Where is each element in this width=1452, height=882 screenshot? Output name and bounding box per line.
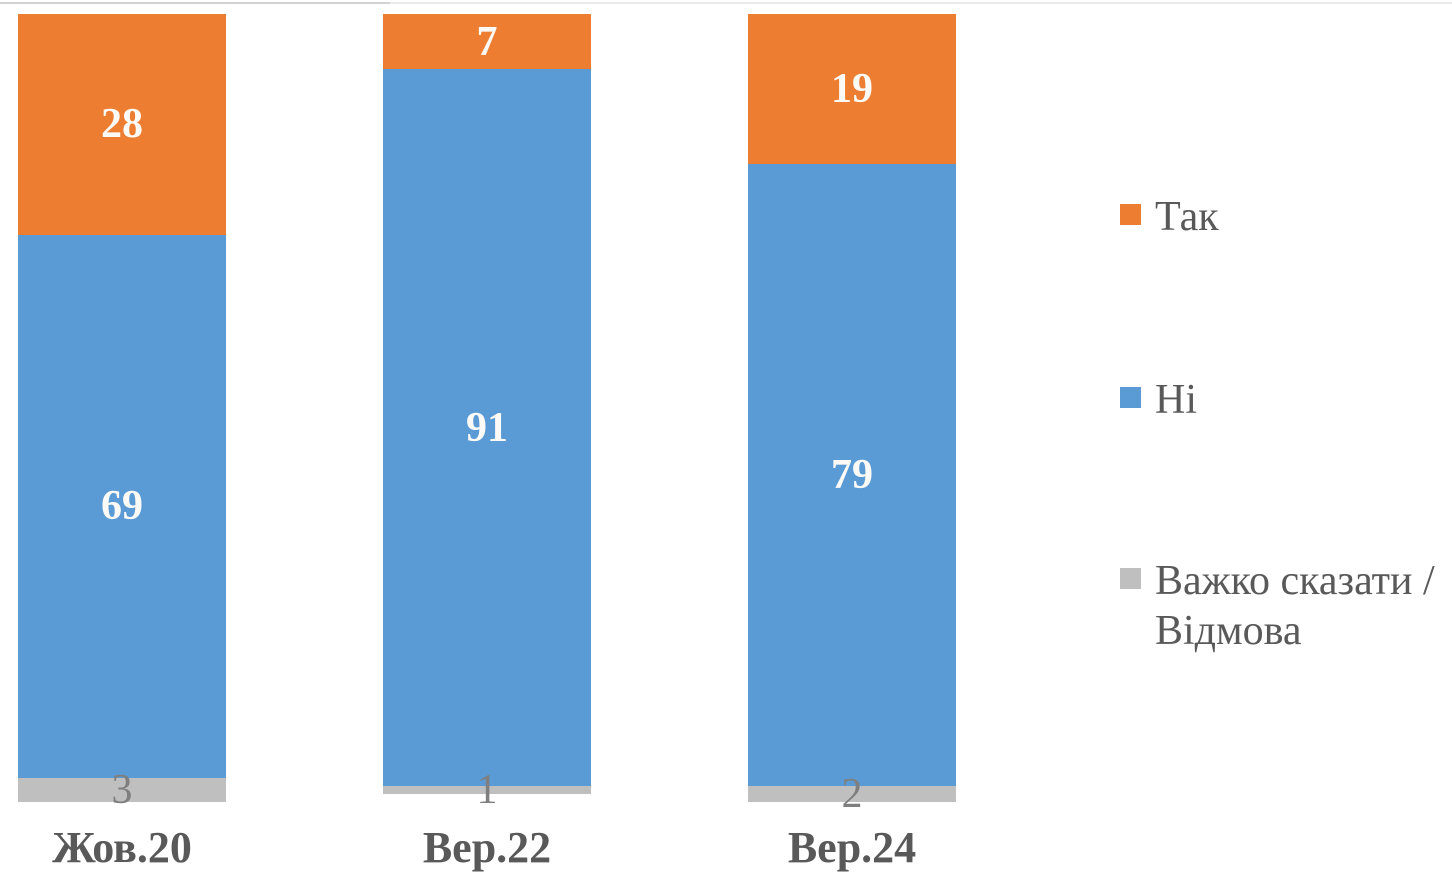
legend-item-vazhko: Важко сказати / Відмова — [1120, 556, 1450, 656]
bar-value-label: 28 — [101, 101, 143, 148]
legend-label-vazhko: Важко сказати / Відмова — [1155, 558, 1435, 654]
bar-segment-vazhko: 1 — [383, 769, 591, 811]
legend-label-ni: Ні — [1155, 377, 1197, 423]
bar-value-label: 19 — [831, 65, 873, 112]
legend-swatch-vazhko-icon — [1120, 568, 1141, 589]
chart-top-border — [0, 2, 1452, 4]
legend-item-ni: Ні — [1120, 375, 1197, 425]
bar-value-label: 91 — [466, 404, 508, 451]
plot-area: 28 69 3 7 91 1 19 — [0, 14, 1040, 815]
legend-swatch-ni-icon — [1120, 387, 1141, 408]
category-label-zhov20: Жов.20 — [52, 823, 192, 872]
bar-value-label: 1 — [476, 767, 498, 814]
bar-value-label: 79 — [831, 451, 873, 498]
legend-item-tak: Так — [1120, 192, 1219, 242]
legend-label-tak: Так — [1155, 194, 1219, 240]
bar-value-label: 7 — [476, 18, 498, 65]
bar-value-label: 3 — [111, 767, 133, 814]
bar-segment-tak: 19 — [748, 14, 956, 164]
bar-value-label: 69 — [101, 483, 143, 530]
bar-segment-ni: 79 — [748, 163, 956, 787]
bar-segment-ni: 69 — [18, 234, 226, 779]
legend: Так Ні Важко сказати / Відмова — [1120, 0, 1450, 882]
bar-segment-vazhko: 2 — [748, 773, 956, 815]
bar-group-zhov20: 28 69 3 — [18, 14, 226, 811]
bar-segment-ni: 91 — [383, 69, 591, 787]
category-label-ver24: Вер.24 — [787, 823, 917, 872]
category-label-ver22: Вер.22 — [422, 823, 552, 872]
bar-group-ver22: 7 91 1 — [383, 14, 591, 811]
bar-segment-tak: 28 — [18, 14, 226, 235]
bar-segment-tak: 7 — [383, 14, 591, 70]
legend-swatch-tak-icon — [1120, 204, 1141, 225]
bar-value-label: 2 — [841, 771, 863, 818]
bar-group-ver24: 19 79 2 — [748, 14, 956, 815]
bar-segment-vazhko: 3 — [18, 769, 226, 811]
